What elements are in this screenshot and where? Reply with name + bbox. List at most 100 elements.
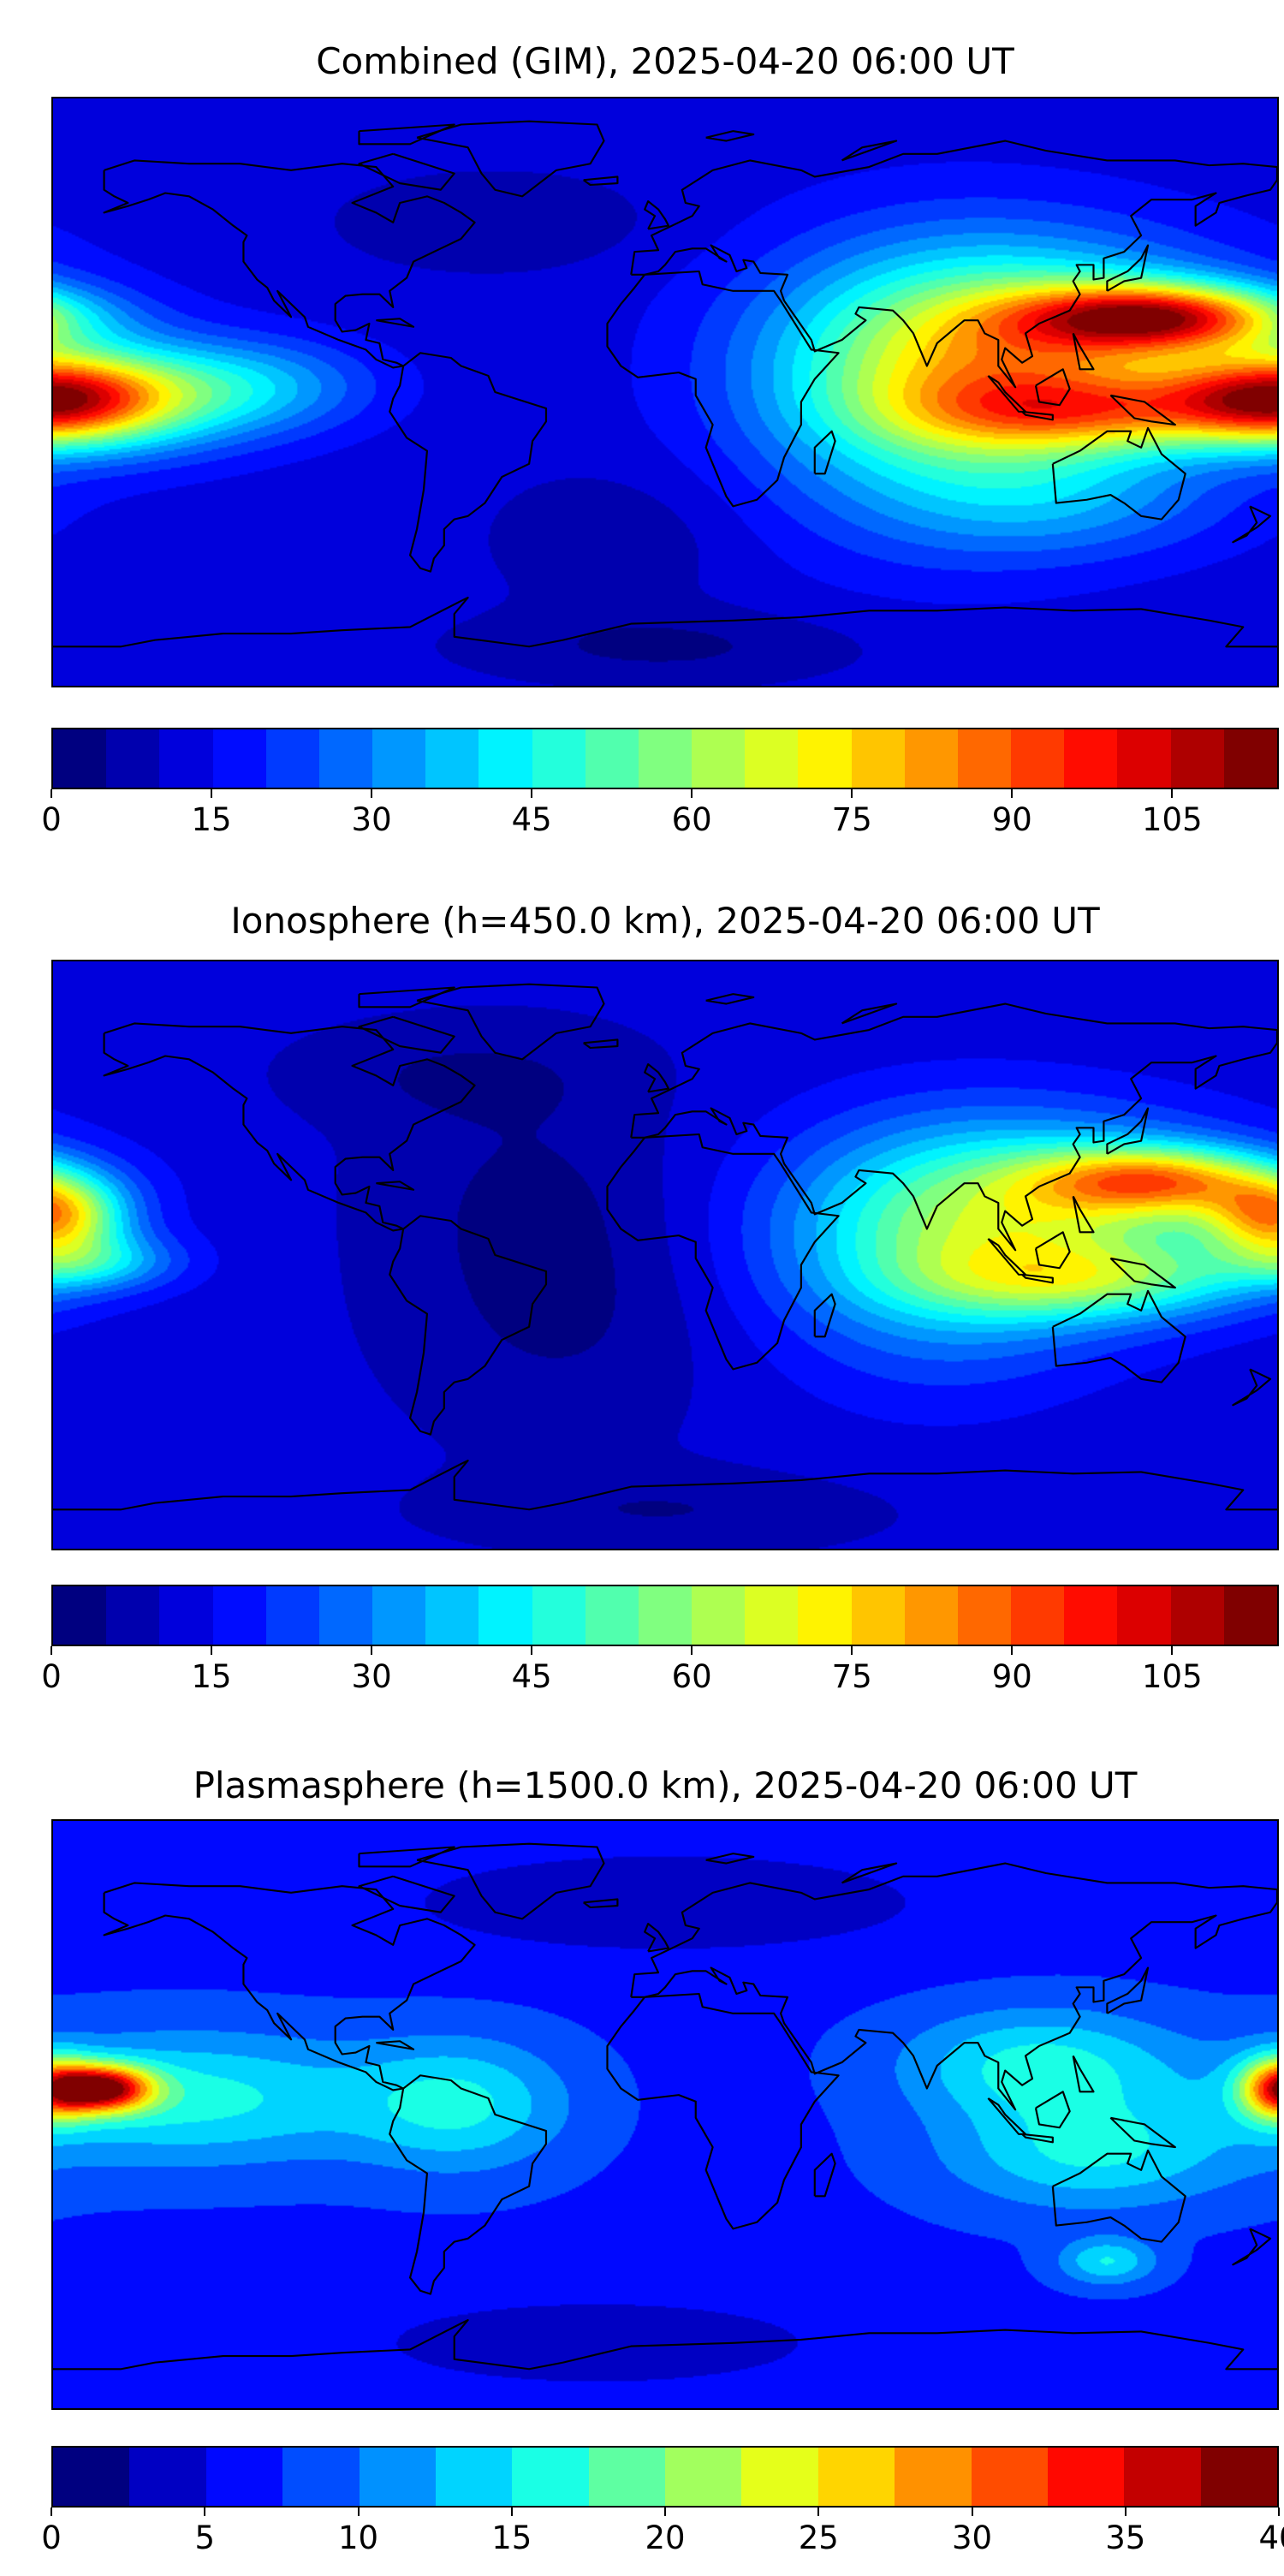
coastline-layer [53, 1842, 1277, 2371]
colorbar-tick [531, 1646, 533, 1655]
tec-map-ionosphere [51, 960, 1279, 1550]
colorbar-band [1117, 1586, 1171, 1645]
colorbar-tick [817, 2508, 820, 2516]
colorbar-tick-label: 30 [351, 1658, 392, 1695]
colorbar-tick-label: 60 [671, 801, 712, 838]
colorbar-band [372, 729, 426, 788]
colorbar-tick-label: 90 [991, 801, 1032, 838]
colorbar-band [692, 1586, 746, 1645]
colorbar-ticks-combined: 0 15 30 45 60 75 90 105 [41, 789, 1279, 858]
colorbar-tick [211, 789, 213, 798]
colorbar-band [798, 729, 852, 788]
colorbar-tick [204, 2508, 206, 2516]
colorbar-tick-label: 40 [1258, 2519, 1284, 2556]
colorbar-band [851, 1586, 905, 1645]
colorbar-tick [51, 1646, 52, 1655]
colorbar-band [532, 729, 586, 788]
colorbar-band [1170, 1586, 1224, 1645]
colorbar-tick [371, 1646, 373, 1655]
colorbar-band [1124, 2448, 1201, 2506]
colorbar-combined [51, 728, 1279, 789]
colorbar-tick [851, 1646, 853, 1655]
colorbar-tick [51, 789, 52, 798]
tec-map-plasmasphere [51, 1819, 1279, 2410]
colorbar-plasmasphere [51, 2446, 1279, 2508]
colorbar-band [1117, 729, 1171, 788]
colorbar-band [425, 1586, 479, 1645]
chart-title: Ionosphere (h=450.0 km), 2025-04-20 06:0… [230, 900, 1100, 942]
colorbar-tick [357, 2508, 360, 2516]
colorbar-band [435, 2448, 513, 2506]
colorbar-band [372, 1586, 426, 1645]
colorbar-band [1200, 2448, 1277, 2506]
colorbar-tick-label: 75 [831, 801, 872, 838]
colorbar-tick-label: 0 [41, 1658, 62, 1695]
colorbar-tick [664, 2508, 666, 2516]
colorbar-band [692, 729, 746, 788]
colorbar-band [106, 729, 160, 788]
colorbar-tick-label: 60 [671, 1658, 712, 1695]
colorbar-tick-label: 25 [798, 2519, 839, 2556]
colorbar-band [588, 2448, 665, 2506]
colorbar-band [745, 729, 799, 788]
colorbar-band [479, 1586, 532, 1645]
colorbar-tick-label: 105 [1141, 801, 1203, 838]
colorbar-band [971, 2448, 1048, 2506]
colorbar-band [205, 2448, 283, 2506]
colorbar-band [1047, 2448, 1125, 2506]
colorbar-tick-label: 15 [191, 801, 232, 838]
colorbar-band [638, 729, 693, 788]
colorbar-band [159, 729, 213, 788]
colorbar-tick [1278, 2508, 1280, 2516]
filled-contour-field [53, 961, 1277, 1549]
colorbar-band [1223, 729, 1277, 788]
colorbar-band [851, 729, 905, 788]
colorbar-band [957, 729, 1012, 788]
colorbar-tick-label: 35 [1105, 2519, 1146, 2556]
colorbar-band [359, 2448, 436, 2506]
chart-title: Combined (GIM), 2025-04-20 06:00 UT [316, 40, 1014, 82]
colorbar-tick [1011, 789, 1014, 798]
colorbar-band [106, 1586, 160, 1645]
colorbar-band [129, 2448, 206, 2506]
colorbar-tick [851, 789, 853, 798]
colorbar-band [741, 2448, 818, 2506]
colorbar-tick-label: 0 [41, 2519, 62, 2556]
colorbar-tick-label: 0 [41, 801, 62, 838]
colorbar-band [1170, 729, 1224, 788]
colorbar-tick [1171, 789, 1174, 798]
colorbar-tick-label: 15 [491, 2519, 532, 2556]
colorbar-band [265, 1586, 319, 1645]
tec-map-combined [51, 97, 1279, 687]
colorbar-tick [211, 1646, 213, 1655]
colorbar-tick-label: 75 [831, 1658, 872, 1695]
colorbar-band [479, 729, 532, 788]
colorbar-tick-label: 45 [511, 1658, 552, 1695]
colorbar-ticks-plasmasphere: 0 5 10 15 20 25 30 35 40 [41, 2508, 1284, 2576]
colorbar-band [212, 729, 266, 788]
coastline-layer [53, 983, 1277, 1511]
filled-contour-field [53, 1821, 1277, 2408]
colorbar-tick-label: 105 [1141, 1658, 1203, 1695]
colorbar-band [425, 729, 479, 788]
colorbar-tick [371, 789, 373, 798]
colorbar-band [895, 2448, 972, 2506]
coastlines [53, 1842, 1277, 2371]
colorbar-tick-label: 30 [351, 801, 392, 838]
colorbar-band [1011, 729, 1065, 788]
colorbar-band [53, 2448, 130, 2506]
coastlines [53, 983, 1277, 1511]
colorbar-band [1064, 729, 1118, 788]
colorbar-band [53, 729, 107, 788]
colorbar-tick-label: 45 [511, 801, 552, 838]
colorbar-tick-label: 30 [951, 2519, 993, 2556]
colorbar-band [53, 1586, 107, 1645]
colorbar-tick [1011, 1646, 1014, 1655]
coastline-layer [53, 120, 1277, 648]
filled-contour-field [53, 98, 1277, 686]
colorbar-tick [971, 2508, 973, 2516]
colorbar-tick-label: 10 [337, 2519, 379, 2556]
colorbar-tick-label: 5 [194, 2519, 216, 2556]
colorbar-tick [691, 1646, 693, 1655]
colorbar-band [638, 1586, 693, 1645]
